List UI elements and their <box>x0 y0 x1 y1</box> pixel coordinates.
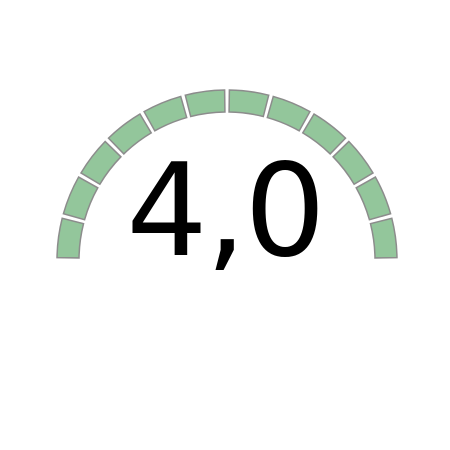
gauge-segment-10 <box>332 140 375 186</box>
gauge-segment-6 <box>184 89 226 118</box>
gauge-segment-2 <box>62 176 99 221</box>
gauge-segment-7 <box>228 89 270 118</box>
gauge-segment-11 <box>355 176 392 221</box>
gauge-segment-3 <box>79 140 122 186</box>
gauge-value-label: 4,0 <box>126 137 326 286</box>
gauge-segment-1 <box>56 217 85 259</box>
gauge-segment-12 <box>369 217 398 259</box>
gauge-segment-8 <box>266 95 311 132</box>
gauge-segment-4 <box>107 112 153 155</box>
gauge-segment-9 <box>301 112 347 155</box>
gauge-segment-5 <box>143 95 188 132</box>
